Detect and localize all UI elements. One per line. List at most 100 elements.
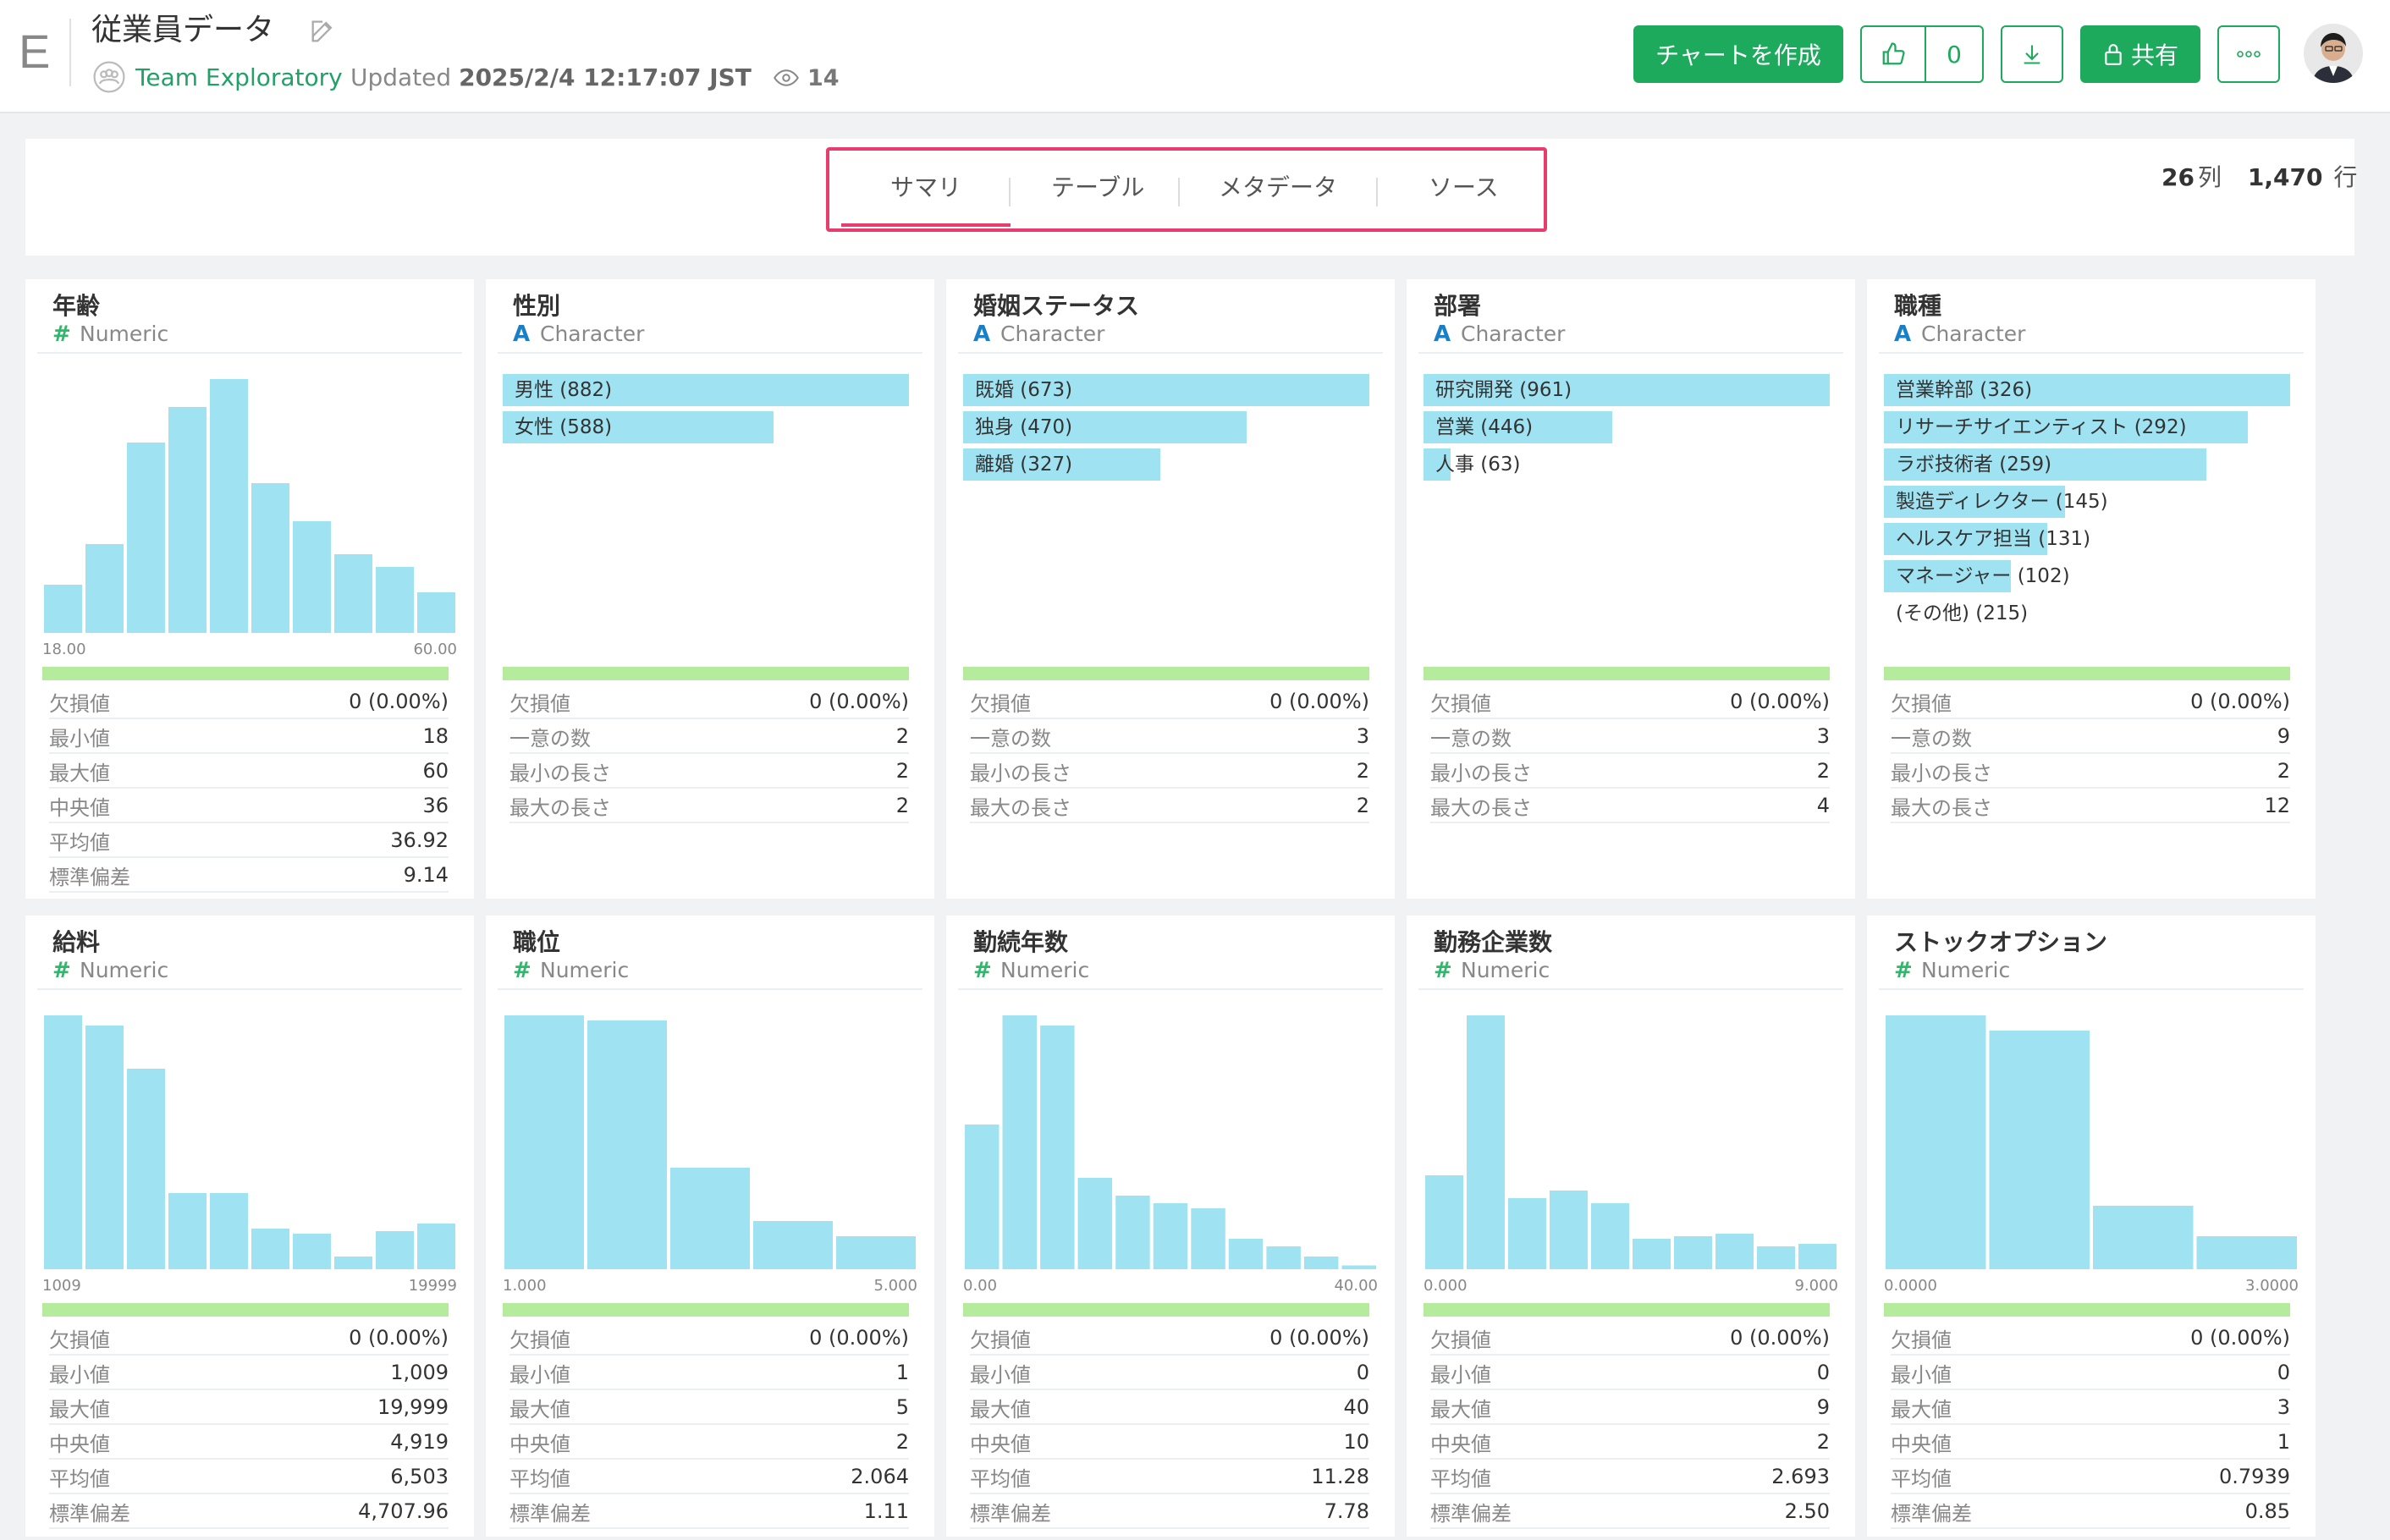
category-bar[interactable] bbox=[963, 411, 1247, 443]
stat-value: 0 (0.00%) bbox=[809, 690, 909, 713]
stat-row: 最大の長さ 2 bbox=[509, 789, 909, 823]
category-bar[interactable] bbox=[1424, 448, 1451, 481]
stat-value: 4 bbox=[1816, 794, 1830, 817]
category-label: 製造ディレクター (145) bbox=[1896, 491, 2108, 513]
stat-label: 一意の数 bbox=[1891, 726, 1972, 751]
column-type-label: Character bbox=[1921, 322, 2026, 346]
stat-value: 0 (0.00%) bbox=[349, 690, 449, 713]
view-count: 14 bbox=[774, 61, 840, 95]
like-button[interactable]: 0 bbox=[1860, 25, 1984, 83]
category-bar[interactable] bbox=[1884, 486, 2065, 518]
category-bar[interactable] bbox=[1884, 448, 2207, 481]
stat-row: 欠損値 0 (0.00%) bbox=[1430, 1322, 1830, 1356]
like-toggle[interactable] bbox=[1862, 27, 1926, 81]
category-label: (その他) (215) bbox=[1896, 602, 2029, 624]
tab-summary[interactable]: サマリ bbox=[890, 173, 962, 201]
column-card[interactable]: 部署 A Character 研究開発 (961) 営業 (446) 人事 (63) 欠損値… bbox=[1407, 279, 1855, 899]
column-card[interactable]: 年齢 # Numeric 18.00 60.00 欠損値 0 (0.00%) 最小値 18 最大値… bbox=[25, 279, 474, 899]
stat-value: 0 (0.00%) bbox=[1269, 1326, 1369, 1350]
column-card[interactable]: 職位 # Numeric 1.000 5.000 欠損値 0 (0.00%) 最小値 1 最大値 5… bbox=[486, 916, 934, 1537]
stat-row: 欠損値 0 (0.00%) bbox=[49, 1322, 449, 1356]
category-bar[interactable] bbox=[1424, 411, 1612, 443]
view-tabs: サマリ テーブル メタデータ ソース bbox=[826, 147, 1547, 232]
histogram-bar bbox=[965, 1125, 1000, 1269]
histogram-bar bbox=[1266, 1246, 1301, 1269]
column-card[interactable]: ストックオプション # Numeric 0.0000 3.0000 欠損値 0 (0.00%… bbox=[1867, 916, 2316, 1537]
category-bar[interactable] bbox=[503, 374, 909, 406]
column-card[interactable]: 給料 # Numeric 1009 19999 欠損値 0 (0.00%) 最小値 1,009 最… bbox=[25, 916, 474, 1537]
histogram-bar bbox=[1425, 1175, 1463, 1269]
edit-icon[interactable] bbox=[308, 17, 337, 46]
stat-value: 9 bbox=[1816, 1395, 1830, 1419]
stat-row: 中央値 36 bbox=[49, 789, 449, 823]
tab-table[interactable]: テーブル bbox=[1051, 173, 1145, 201]
stat-row: 欠損値 0 (0.00%) bbox=[970, 1322, 1369, 1356]
tab-source[interactable]: ソース bbox=[1429, 173, 1499, 201]
category-bar[interactable] bbox=[1424, 374, 1830, 406]
stat-value: 0.7939 bbox=[2219, 1465, 2290, 1488]
team-link[interactable]: Team Exploratory bbox=[135, 63, 343, 91]
stat-label: 最小値 bbox=[970, 1362, 1031, 1387]
tab-metadata[interactable]: メタデータ bbox=[1219, 173, 1338, 201]
x-axis-max-label: 3.0000 bbox=[2245, 1277, 2299, 1295]
stat-value: 1 bbox=[2277, 1430, 2290, 1454]
stat-label: 最小の長さ bbox=[970, 761, 1071, 785]
column-name: 性別 bbox=[513, 292, 561, 320]
column-card[interactable]: 職種 A Character 営業幹部 (326) リサーチサイエンティスト (292)… bbox=[1867, 279, 2316, 899]
more-button[interactable] bbox=[2217, 25, 2280, 83]
histogram-bar bbox=[1303, 1257, 1339, 1269]
stat-value: 0 (0.00%) bbox=[809, 1326, 909, 1350]
stat-label: 最小の長さ bbox=[1891, 761, 1992, 785]
category-bar[interactable] bbox=[503, 411, 774, 443]
stat-row: 最大の長さ 4 bbox=[1430, 789, 1830, 823]
stat-value: 3 bbox=[2277, 1395, 2290, 1419]
card-divider bbox=[1879, 352, 2304, 354]
stat-row: 標準偏差 7.78 bbox=[970, 1495, 1369, 1529]
stat-row: 標準偏差 4,707.96 bbox=[49, 1495, 449, 1529]
category-bar[interactable] bbox=[963, 448, 1161, 481]
category-bar[interactable] bbox=[963, 374, 1369, 406]
stat-value: 0 (0.00%) bbox=[2190, 1326, 2290, 1350]
stat-value: 2.50 bbox=[1784, 1499, 1830, 1523]
team-icon bbox=[93, 61, 125, 93]
quality-bar bbox=[42, 1303, 449, 1317]
page-title: 従業員データ bbox=[91, 13, 275, 47]
category-label: 女性 (588) bbox=[515, 416, 613, 438]
histogram-bar bbox=[334, 554, 372, 633]
histogram-bar bbox=[2093, 1206, 2194, 1269]
download-button[interactable] bbox=[2001, 25, 2063, 83]
user-avatar[interactable] bbox=[2304, 24, 2363, 83]
stat-row: 最大値 9 bbox=[1430, 1391, 1830, 1425]
column-card[interactable]: 勤務企業数 # Numeric 0.000 9.000 欠損値 0 (0.00%) 最小値 0 最… bbox=[1407, 916, 1855, 1537]
stat-label: 最大値 bbox=[49, 1397, 110, 1422]
download-icon bbox=[2024, 45, 2040, 64]
stat-label: 一意の数 bbox=[1430, 726, 1512, 751]
stat-row: 一意の数 9 bbox=[1891, 720, 2290, 754]
category-bar[interactable] bbox=[1884, 523, 2047, 555]
stat-label: 欠損値 bbox=[1430, 1328, 1491, 1352]
histogram-bar bbox=[2196, 1236, 2297, 1269]
category-bar[interactable] bbox=[1884, 560, 2012, 592]
quality-bar bbox=[1884, 1303, 2290, 1317]
histogram: 1009 19999 bbox=[42, 1015, 457, 1295]
column-name: ストックオプション bbox=[1894, 928, 2108, 956]
app-logo[interactable]: E bbox=[19, 25, 51, 78]
category-bar[interactable] bbox=[1884, 411, 2249, 443]
stat-row: 中央値 10 bbox=[970, 1426, 1369, 1460]
histogram-bar bbox=[85, 544, 124, 633]
column-type-label: Character bbox=[540, 322, 645, 346]
category-label: 人事 (63) bbox=[1435, 454, 1521, 476]
column-card[interactable]: 勤続年数 # Numeric 0.00 40.00 欠損値 0 (0.00%) 最小値 0 最大値… bbox=[946, 916, 1395, 1537]
create-chart-button[interactable]: チャートを作成 bbox=[1633, 25, 1843, 83]
category-label: 研究開発 (961) bbox=[1435, 379, 1572, 401]
share-button[interactable]: 共有 bbox=[2080, 25, 2200, 83]
stat-row: 標準偏差 2.50 bbox=[1430, 1495, 1830, 1529]
character-type-icon: A bbox=[513, 322, 531, 347]
histogram-bar bbox=[1040, 1026, 1075, 1269]
stat-value: 2 bbox=[895, 794, 909, 817]
column-name: 部署 bbox=[1434, 292, 1482, 320]
column-card[interactable]: 婚姻ステータス A Character 既婚 (673) 独身 (470) 離婚 (327… bbox=[946, 279, 1395, 899]
column-card[interactable]: 性別 A Character 男性 (882) 女性 (588) 欠損値 0 (0.00%)… bbox=[486, 279, 934, 899]
category-bar[interactable] bbox=[1884, 374, 2290, 406]
stat-row: 欠損値 0 (0.00%) bbox=[970, 685, 1369, 719]
